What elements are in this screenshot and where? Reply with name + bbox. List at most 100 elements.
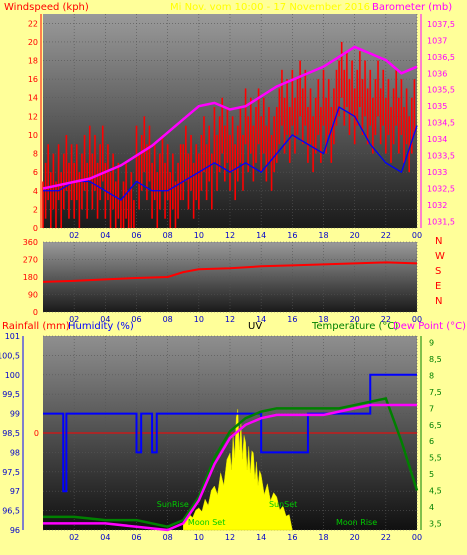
rainfall-tick-label: 0 <box>34 429 39 438</box>
x-tick-label: 22 <box>381 533 391 542</box>
windspeed-tick-label: 22 <box>28 19 38 28</box>
barometer-tick-label: 1035 <box>427 102 447 111</box>
annotation-label: Moon Rise <box>336 518 377 527</box>
wind-direction-tick-label: 180 <box>23 273 38 282</box>
barometer-tick-label: 1036 <box>427 69 447 78</box>
windspeed-tick-label: 4 <box>33 187 38 196</box>
x-tick-label: 18 <box>318 533 328 542</box>
x-tick-label: 16 <box>287 315 297 324</box>
x-tick-label: 12 <box>225 533 235 542</box>
windspeed-tick-label: 12 <box>28 112 38 121</box>
x-tick-label: 06 <box>131 315 141 324</box>
temperature-tick-label: 8 <box>429 371 434 380</box>
barometer-tick-label: 1033 <box>427 168 447 177</box>
compass-label: W <box>435 251 445 262</box>
barometer-tick-label: 1032 <box>427 201 447 210</box>
x-tick-label: 08 <box>163 315 173 324</box>
x-tick-label: 16 <box>287 231 297 240</box>
humidity-tick-label: 98,5 <box>2 429 20 438</box>
humidity-tick-label: 96 <box>10 526 20 535</box>
x-tick-label: 04 <box>100 231 110 240</box>
x-tick-label: 20 <box>350 231 360 240</box>
rainfall-axis-title: Rainfall (mm) <box>2 321 70 332</box>
x-tick-label: 14 <box>256 315 266 324</box>
x-tick-label: 04 <box>100 315 110 324</box>
humidity-tick-label: 97,5 <box>2 468 20 477</box>
barometer-tick-label: 1034,5 <box>427 119 455 128</box>
windspeed-tick-label: 10 <box>28 131 38 140</box>
temperature-tick-label: 7,5 <box>429 388 442 397</box>
temperature-line <box>43 397 419 529</box>
humidity-tick-label: 99,5 <box>2 390 20 399</box>
wind-direction-tick-label: 360 <box>23 238 38 247</box>
x-tick-label: 14 <box>256 533 266 542</box>
x-tick-label: 20 <box>350 533 360 542</box>
humidity-tick-label: 101 <box>5 332 20 341</box>
temperature-tick-label: 5 <box>429 470 434 479</box>
barometer-tick-label: 1035,5 <box>427 86 455 95</box>
windspeed-tick-label: 0 <box>33 224 38 233</box>
wind-direction-tick-label: 90 <box>28 291 38 300</box>
x-tick-label: 12 <box>225 315 235 324</box>
x-tick-label: 18 <box>318 315 328 324</box>
temperature-tick-label: 4,5 <box>429 487 442 496</box>
compass-label: N <box>435 236 442 247</box>
windspeed-tick-label: 8 <box>33 150 38 159</box>
x-tick-label: 10 <box>194 315 204 324</box>
date-range-title: Mi Nov. vom 10:00 - 17 November 2016 <box>170 2 370 13</box>
compass-label: N <box>435 296 442 307</box>
humidity-tick-label: 99 <box>10 410 20 419</box>
uv-axis-title: UV <box>248 321 263 332</box>
x-tick-label: 12 <box>225 231 235 240</box>
windspeed-tick-label: 20 <box>28 38 38 47</box>
dewpoint-line <box>43 403 417 532</box>
windspeed-tick-label: 16 <box>28 75 38 84</box>
barometer-tick-label: 1031,5 <box>427 217 455 226</box>
barometer-tick-label: 1037 <box>427 36 447 45</box>
x-tick-label: 16 <box>287 533 297 542</box>
windspeed-tick-label: 18 <box>28 57 38 66</box>
barometer-tick-label: 1036,5 <box>427 53 455 62</box>
barometer-tick-label: 1033,5 <box>427 152 455 161</box>
x-tick-label: 08 <box>163 533 173 542</box>
humidity-tick-label: 98 <box>10 448 20 457</box>
compass-label: E <box>435 281 441 292</box>
wind-direction-tick-label: 0 <box>33 308 38 317</box>
x-tick-label: 02 <box>69 315 79 324</box>
uv-area <box>183 408 293 531</box>
windspeed-tick-label: 6 <box>33 168 38 177</box>
barometer-tick-label: 1032,5 <box>427 184 455 193</box>
x-tick-label: 14 <box>256 231 266 240</box>
temperature-tick-label: 8,5 <box>429 355 442 364</box>
compass-label: S <box>435 266 441 277</box>
x-tick-label: 02 <box>69 533 79 542</box>
x-tick-label: 10 <box>194 231 204 240</box>
barometer-axis-title: Barometer (mb) <box>372 2 453 13</box>
x-tick-label: 08 <box>163 231 173 240</box>
x-tick-label: 22 <box>381 231 391 240</box>
annotation-label: SunSet <box>269 500 297 509</box>
wind-direction-line <box>42 261 418 283</box>
temperature-tick-label: 6,5 <box>429 421 442 430</box>
annotation-label: Moon Set <box>188 518 225 527</box>
humidity-tick-label: 96,5 <box>2 507 20 516</box>
temperature-tick-label: 7 <box>429 404 434 413</box>
humidity-tick-label: 100,5 <box>0 351 20 360</box>
temperature-tick-label: 3,5 <box>429 519 442 528</box>
annotation-label: SunRise <box>157 500 189 509</box>
x-tick-label: 00 <box>412 315 422 324</box>
barometer-tick-label: 1037,5 <box>427 20 455 29</box>
x-tick-label: 00 <box>412 533 422 542</box>
x-tick-label: 00 <box>412 231 422 240</box>
temperature-axis-title: Temperature (°C) <box>312 321 399 332</box>
windspeed-tick-label: 14 <box>28 94 38 103</box>
humidity-tick-label: 100 <box>5 371 20 380</box>
x-tick-label: 22 <box>381 315 391 324</box>
temperature-tick-label: 9 <box>429 339 434 348</box>
wind-direction-tick-label: 270 <box>23 256 38 265</box>
x-tick-label: 20 <box>350 315 360 324</box>
temperature-tick-label: 6 <box>429 437 434 446</box>
x-tick-label: 06 <box>131 533 141 542</box>
temperature-tick-label: 5,5 <box>429 454 442 463</box>
